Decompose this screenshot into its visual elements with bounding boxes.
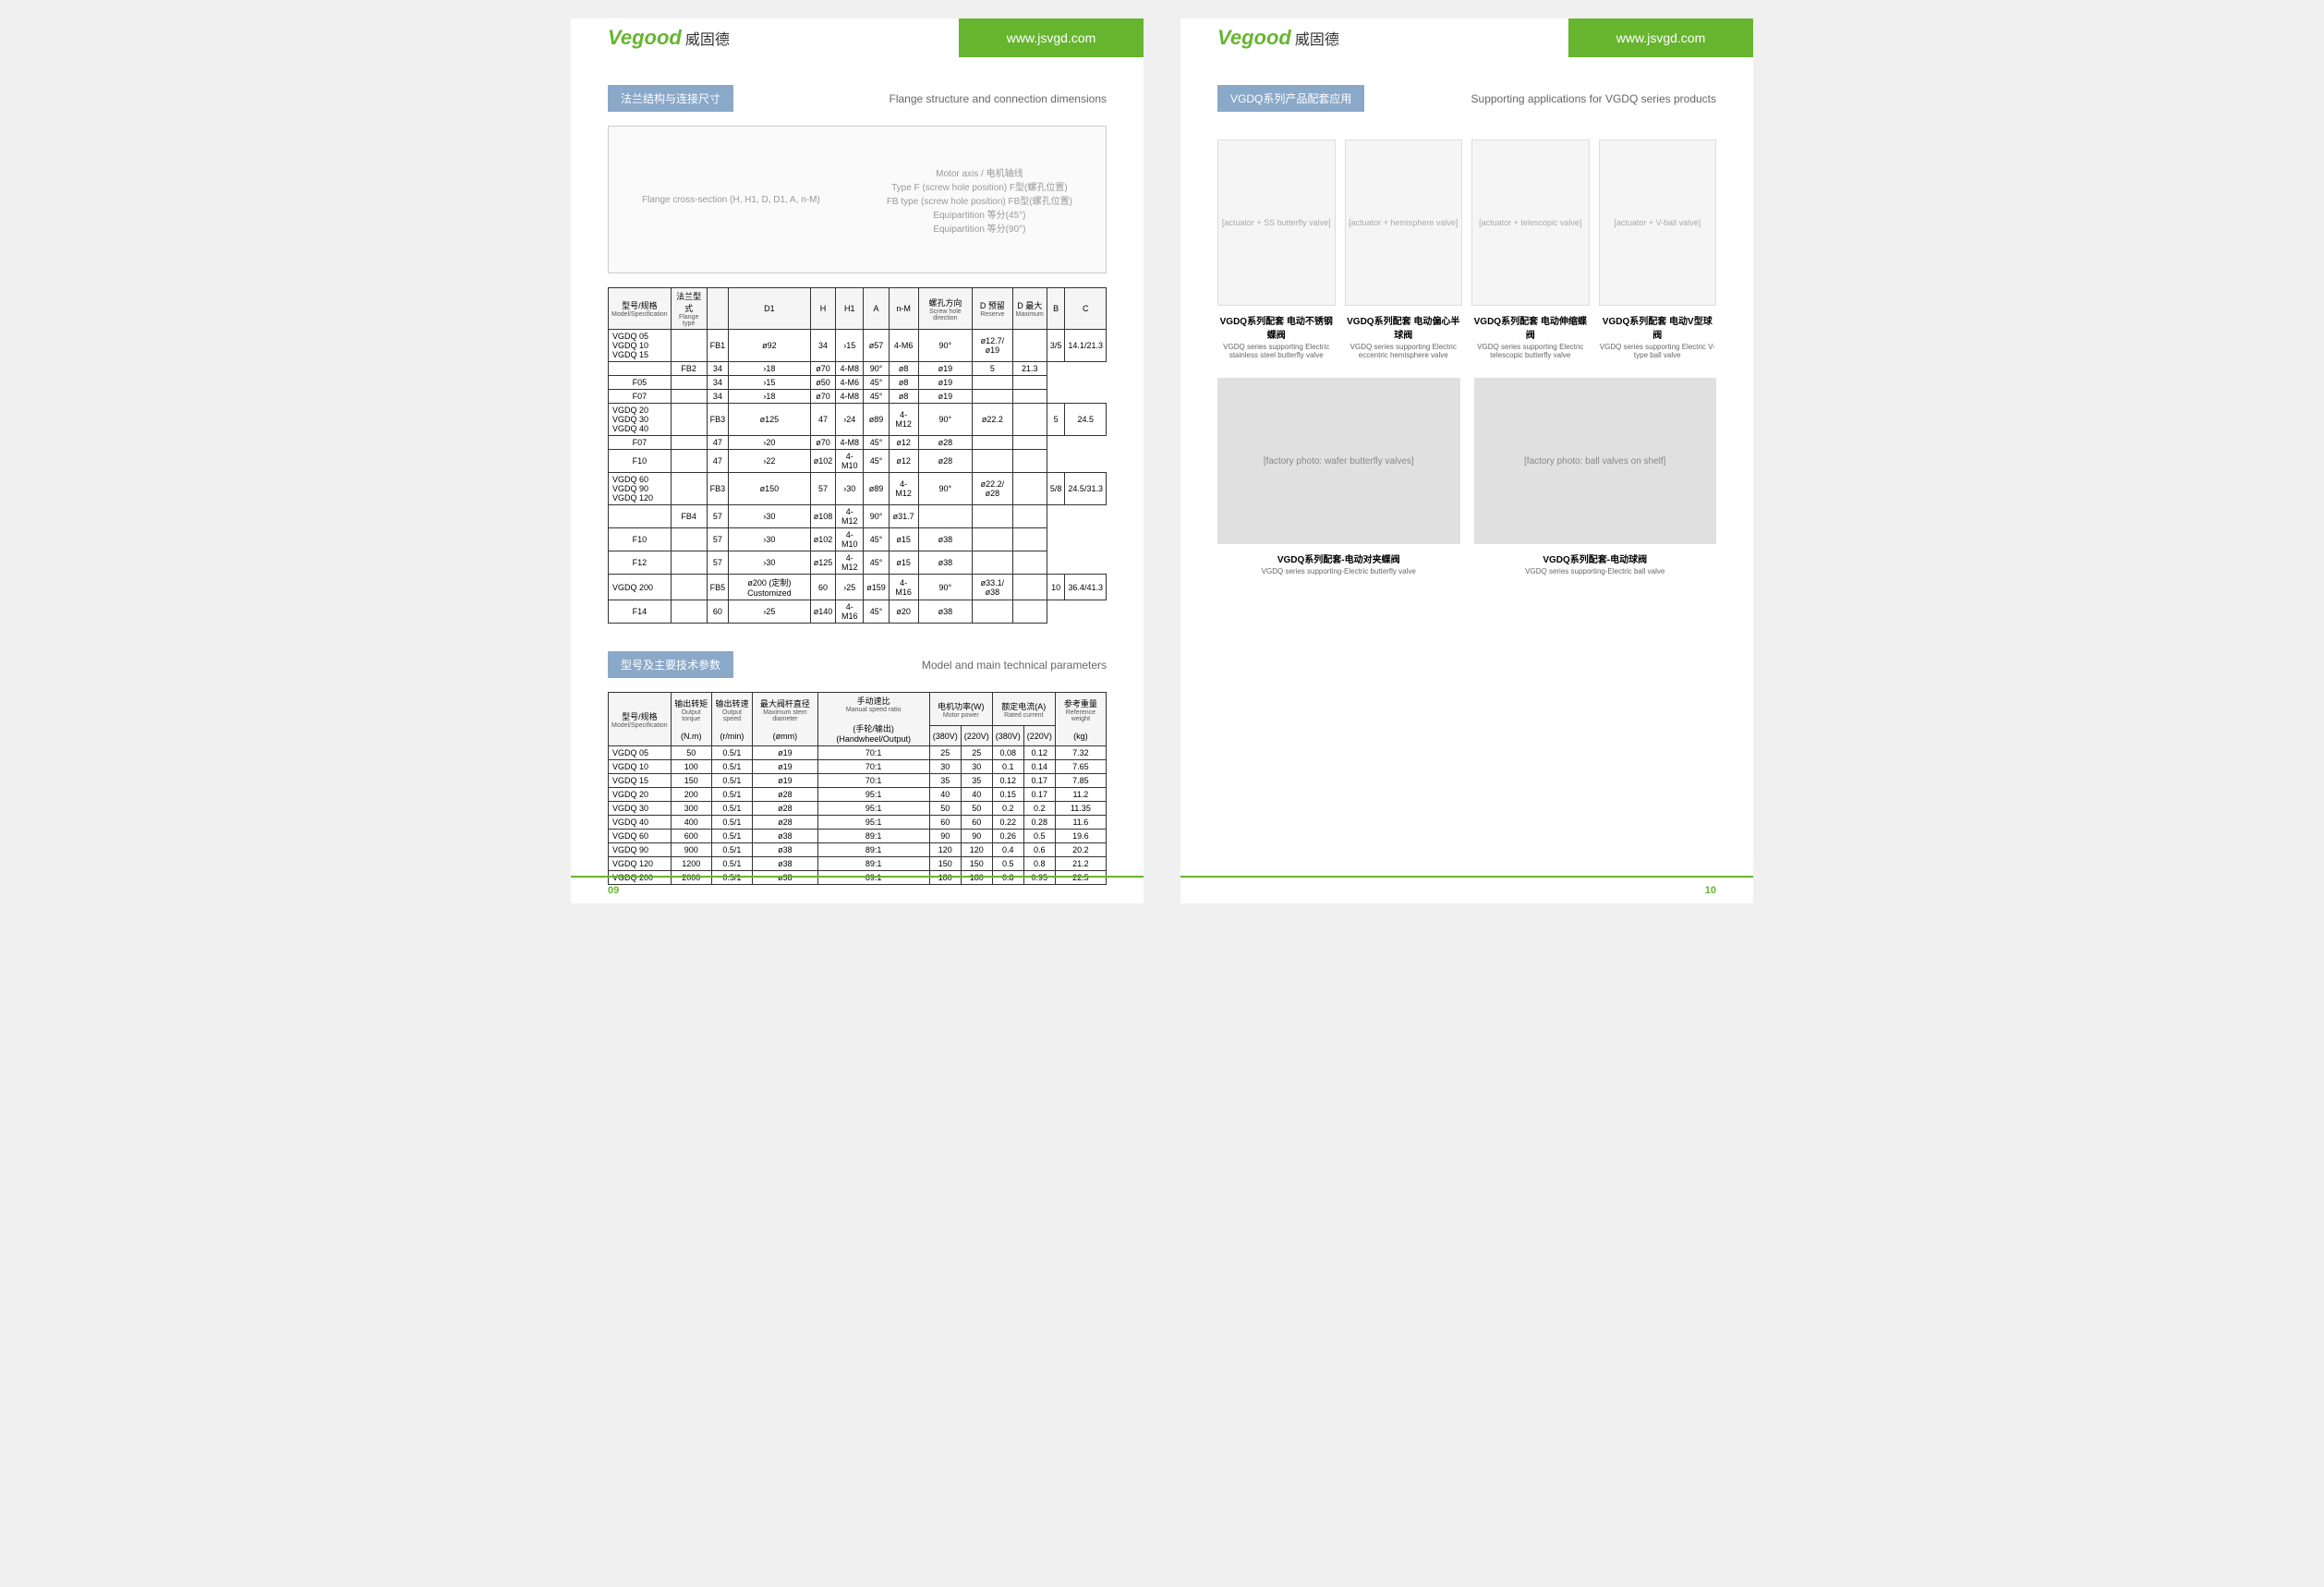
flange-table: 型号/规格Model/Specification法兰型式Flange typeD… — [608, 287, 1107, 624]
product-image: [actuator + V-ball valve] — [1599, 139, 1717, 306]
products-grid: [actuator + SS butterfly valve] VGDQ系列配套… — [1217, 139, 1716, 359]
photo-caption-cn: VGDQ系列配套-电动球阀 — [1474, 551, 1717, 565]
photo-item: [factory photo: ball valves on shelf] VG… — [1474, 378, 1717, 575]
section-title-en: Supporting applications for VGDQ series … — [1364, 92, 1716, 105]
product-title-en: VGDQ series supporting Electric eccentri… — [1345, 343, 1463, 359]
product-title-cn: VGDQ系列配套 电动不锈钢蝶阀 — [1217, 313, 1336, 341]
product-title-en: VGDQ series supporting Electric stainles… — [1217, 343, 1336, 359]
product-item: [actuator + SS butterfly valve] VGDQ系列配套… — [1217, 139, 1336, 359]
header: Vegood 威固德 www.jsvgd.com — [571, 18, 1144, 57]
photo-image: [factory photo: ball valves on shelf] — [1474, 378, 1717, 544]
product-title-en: VGDQ series supporting Electric V-type b… — [1599, 343, 1717, 359]
footer-right: 10 — [1180, 876, 1753, 903]
photo-caption-en: VGDQ series supporting-Electric ball val… — [1474, 567, 1717, 575]
section-title-cn: 法兰结构与连接尺寸 — [608, 85, 733, 112]
product-title-en: VGDQ series supporting Electric telescop… — [1471, 343, 1590, 359]
params-table: 型号/规格Model/Specification输出转矩Output torqu… — [608, 692, 1107, 885]
page-left: Vegood 威固德 www.jsvgd.com 法兰结构与连接尺寸 Flang… — [571, 18, 1144, 903]
page-right: Vegood 威固德 www.jsvgd.com VGDQ系列产品配套应用 Su… — [1180, 18, 1753, 903]
section-title-cn: VGDQ系列产品配套应用 — [1217, 85, 1364, 112]
section2-title-en: Model and main technical parameters — [733, 659, 1107, 672]
page-number: 10 — [1217, 885, 1716, 896]
product-item: [actuator + hemisphere valve] VGDQ系列配套 电… — [1345, 139, 1463, 359]
product-title-cn: VGDQ系列配套 电动偏心半球阀 — [1345, 313, 1463, 341]
photo-caption-cn: VGDQ系列配套-电动对夹蝶阀 — [1217, 551, 1460, 565]
section-apps-header: VGDQ系列产品配套应用 Supporting applications for… — [1217, 85, 1716, 112]
product-image: [actuator + SS butterfly valve] — [1217, 139, 1336, 306]
footer-left: 09 — [571, 876, 1144, 903]
logo-en: Vegood — [1217, 26, 1291, 50]
section2-title-cn: 型号及主要技术参数 — [608, 651, 733, 678]
logo-en: Vegood — [608, 26, 682, 50]
url-bar: www.jsvgd.com — [1568, 18, 1753, 57]
photo-caption-en: VGDQ series supporting-Electric butterfl… — [1217, 567, 1460, 575]
product-title-cn: VGDQ系列配套 电动伸缩蝶阀 — [1471, 313, 1590, 341]
photo-image: [factory photo: wafer butterfly valves] — [1217, 378, 1460, 544]
logo-area: Vegood 威固德 — [1180, 26, 1568, 50]
product-title-cn: VGDQ系列配套 电动V型球阀 — [1599, 313, 1717, 341]
product-item: [actuator + V-ball valve] VGDQ系列配套 电动V型球… — [1599, 139, 1717, 359]
section-title-en: Flange structure and connection dimensio… — [733, 92, 1107, 105]
page-number: 09 — [608, 885, 1107, 896]
url-bar: www.jsvgd.com — [959, 18, 1144, 57]
diagram-bolt-circle: Motor axis / 电机轴线 Type F (screw hole pos… — [887, 165, 1072, 235]
product-image: [actuator + telescopic valve] — [1471, 139, 1590, 306]
header: Vegood 威固德 www.jsvgd.com — [1180, 18, 1753, 57]
section-flange-header: 法兰结构与连接尺寸 Flange structure and connectio… — [608, 85, 1107, 112]
logo-area: Vegood 威固德 — [571, 26, 959, 50]
product-item: [actuator + telescopic valve] VGDQ系列配套 电… — [1471, 139, 1590, 359]
logo-cn: 威固德 — [685, 27, 730, 49]
section-params-header: 型号及主要技术参数 Model and main technical param… — [608, 651, 1107, 678]
logo-cn: 威固德 — [1295, 27, 1339, 49]
product-image: [actuator + hemisphere valve] — [1345, 139, 1463, 306]
diagram-crosssection: Flange cross-section (H, H1, D, D1, A, n… — [642, 195, 820, 205]
flange-diagram: Flange cross-section (H, H1, D, D1, A, n… — [608, 126, 1107, 273]
photos-grid: [factory photo: wafer butterfly valves] … — [1217, 378, 1716, 575]
photo-item: [factory photo: wafer butterfly valves] … — [1217, 378, 1460, 575]
